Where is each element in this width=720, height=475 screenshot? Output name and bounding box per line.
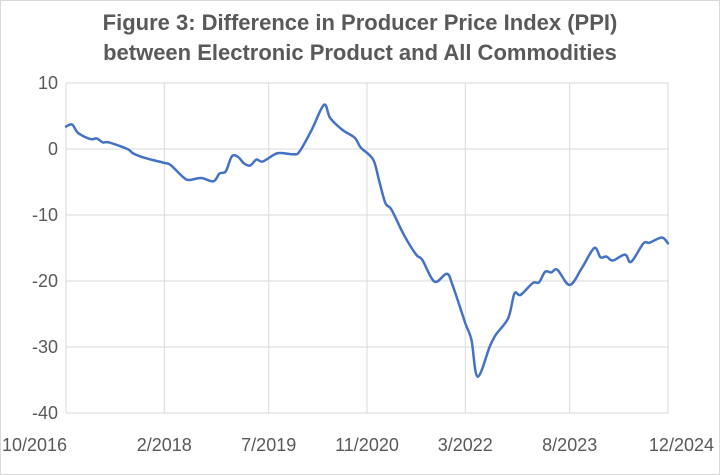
y-tick-label: 10 <box>38 73 58 93</box>
y-tick-label: -40 <box>32 403 58 423</box>
x-tick-label: 12/2024 <box>649 435 714 455</box>
y-tick-label: -30 <box>32 337 58 357</box>
x-tick-label: 11/2020 <box>335 435 399 455</box>
chart-title-line-1: Figure 3: Difference in Producer Price I… <box>102 10 618 35</box>
chart-title: Figure 3: Difference in Producer Price I… <box>0 8 720 68</box>
y-tick-label: -10 <box>32 205 58 225</box>
x-tick-label: 10/2016 <box>2 435 67 455</box>
x-tick-label: 7/2019 <box>241 435 296 455</box>
y-tick-label: 0 <box>48 139 58 159</box>
y-tick-label: -20 <box>32 271 58 291</box>
x-tick-label: 8/2023 <box>542 435 597 455</box>
chart-title-line-2: between Electronic Product and All Commo… <box>103 40 617 65</box>
x-tick-label: 2/2018 <box>137 435 192 455</box>
x-tick-label: 3/2022 <box>438 435 493 455</box>
